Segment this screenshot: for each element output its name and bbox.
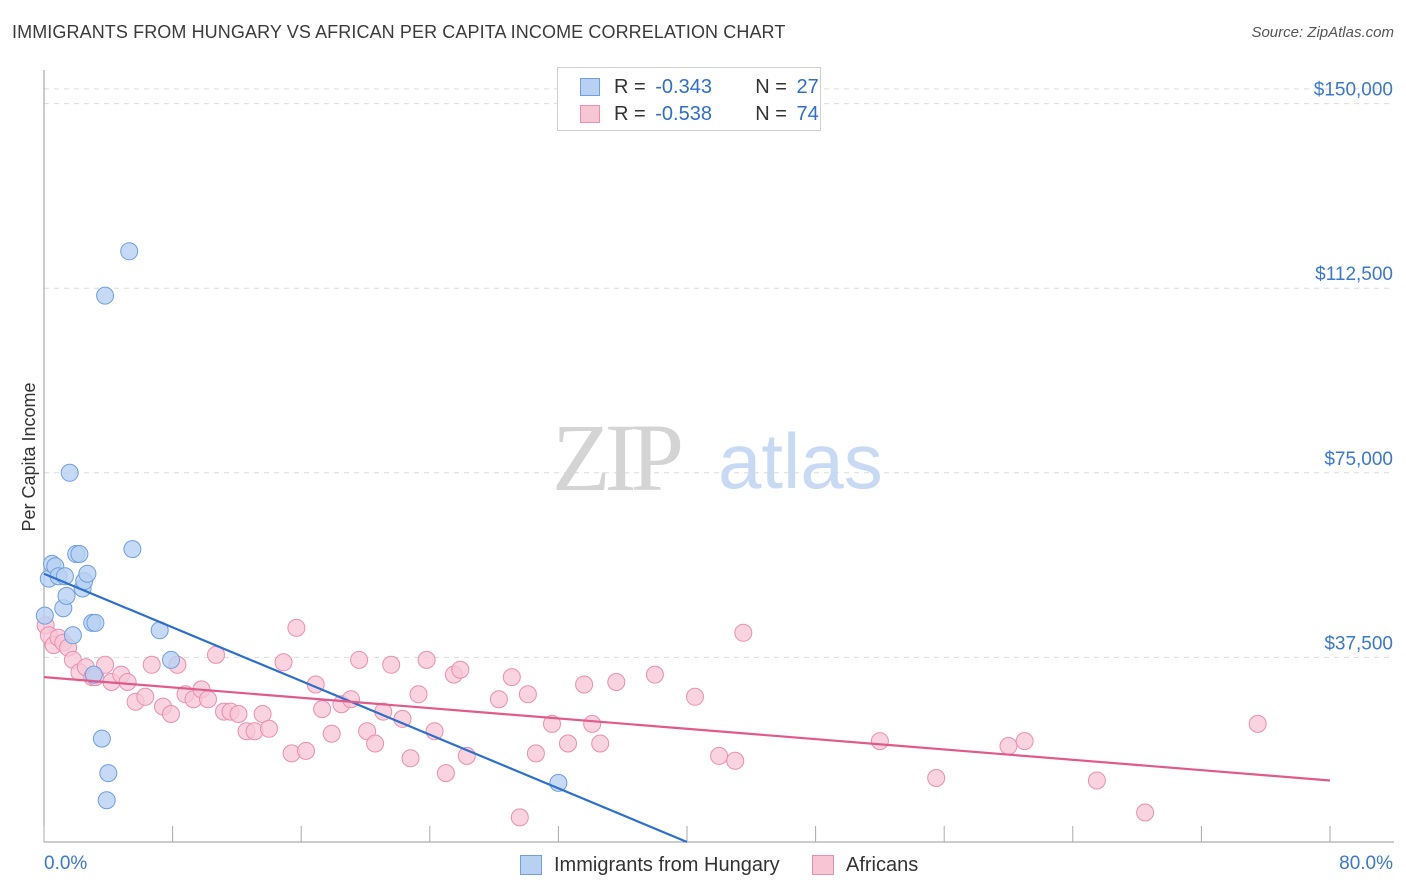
africans-point: [591, 734, 610, 753]
axes: [43, 70, 1394, 843]
africans-point: [297, 741, 315, 760]
hungary-point: [92, 729, 111, 748]
africans-point: [686, 687, 704, 706]
y-axis-label: Per Capita Income: [19, 382, 39, 531]
hungary-point: [63, 626, 82, 645]
legend-r-label: R =: [614, 75, 652, 98]
legend-swatch-hungary: [580, 78, 600, 96]
africans-trend-line: [43, 675, 1331, 782]
x-tick-label: 80.0%: [1339, 853, 1393, 874]
y-tick-labels: $37,500 $75,000 $112,500 $150,000: [1314, 80, 1393, 655]
africans-point: [322, 724, 341, 743]
africans-point: [118, 673, 137, 691]
bottom-legend-africans: Africans: [812, 852, 918, 878]
bottom-legend-label-hungary: Immigrants from Hungary: [554, 853, 780, 876]
hungary-point: [120, 242, 139, 261]
africans-point: [409, 685, 428, 704]
africans-point: [710, 746, 729, 765]
africans-point: [1136, 803, 1155, 822]
legend-row-hungary: R = -0.343 N = 27: [580, 75, 819, 99]
africans-point: [870, 732, 889, 751]
x-tick-label: 0.0%: [44, 853, 87, 874]
africans-point: [1248, 714, 1267, 733]
africans-point: [313, 700, 332, 719]
africans-point: [518, 685, 537, 704]
africans-point: [229, 705, 248, 723]
legend-r-label: R =: [614, 102, 652, 125]
hungary-point: [57, 586, 76, 605]
grid-lines: [44, 88, 1394, 658]
bottom-legend-swatch-africans: [812, 855, 834, 875]
hungary-point: [162, 650, 180, 669]
chart-title: IMMIGRANTS FROM HUNGARY VS AFRICAN PER C…: [12, 22, 786, 42]
y-tick-label: $37,500: [1324, 633, 1393, 654]
hungary-point: [60, 463, 79, 482]
africans-point: [162, 705, 180, 723]
africans-point: [734, 623, 753, 642]
hungary-point: [84, 665, 103, 684]
y-tick-label: $112,500: [1315, 264, 1393, 285]
x-tick-labels: 0.0% 80.0%: [44, 853, 1393, 874]
legend-r-value: -0.538: [655, 102, 712, 125]
africans-point: [510, 808, 529, 827]
hungary-point: [97, 791, 116, 810]
legend-row-africans: R = -0.538 N = 74: [580, 102, 819, 126]
africans-point: [142, 655, 161, 674]
legend-n-label: N =: [755, 75, 793, 98]
legend-n-value: 74: [796, 102, 819, 125]
africans-point: [260, 719, 278, 738]
hungary-point: [123, 540, 142, 559]
legend-swatch-africans: [580, 105, 600, 123]
hungary-point: [35, 606, 54, 625]
y-tick-label: $75,000: [1324, 449, 1393, 470]
africans-point: [366, 734, 385, 753]
bottom-legend-swatch-hungary: [520, 855, 542, 875]
legend-n-label: N =: [755, 102, 793, 125]
legend-n-value: 27: [796, 75, 819, 98]
bottom-legend-hungary: Immigrants from Hungary: [520, 852, 780, 878]
africans-point: [526, 744, 545, 763]
y-tick-label: $150,000: [1314, 80, 1393, 101]
africans-point: [645, 665, 664, 684]
africans-point: [136, 687, 155, 706]
africans-point: [502, 668, 521, 687]
africans-point: [607, 673, 626, 691]
africans-point: [543, 714, 561, 733]
watermark-atlas: atlas: [718, 417, 883, 505]
trend-lines: [43, 572, 1331, 844]
source-label: Source: ZipAtlas.com: [1251, 24, 1394, 41]
hungary-points: [35, 242, 568, 810]
africans-point: [489, 690, 508, 709]
watermark-zip: ZIP: [552, 404, 681, 511]
africans-point: [274, 653, 293, 672]
africans-point: [927, 769, 946, 787]
africans-point: [999, 737, 1018, 755]
hungary-trend-line: [43, 572, 688, 844]
africans-point: [1087, 771, 1106, 790]
bottom-legend-label-africans: Africans: [846, 853, 919, 876]
africans-point: [583, 714, 602, 733]
africans-point: [575, 675, 594, 694]
africans-point: [350, 650, 369, 669]
hungary-point: [99, 764, 118, 783]
africans-point: [287, 618, 306, 637]
africans-points: [36, 616, 1267, 827]
correlation-legend: R = -0.343 N = 27 R = -0.538 N = 74: [557, 67, 821, 131]
africans-point: [401, 749, 420, 768]
africans-point: [726, 751, 745, 770]
hungary-point: [96, 286, 115, 305]
hungary-point: [78, 564, 97, 583]
africans-point: [199, 690, 217, 709]
africans-point: [382, 655, 401, 674]
africans-point: [451, 660, 470, 679]
africans-point: [1015, 732, 1034, 751]
legend-r-value: -0.343: [655, 75, 712, 98]
africans-point: [559, 734, 577, 753]
hungary-point: [70, 545, 89, 563]
hungary-point: [86, 613, 105, 632]
africans-point: [417, 650, 436, 669]
africans-point: [436, 764, 455, 783]
